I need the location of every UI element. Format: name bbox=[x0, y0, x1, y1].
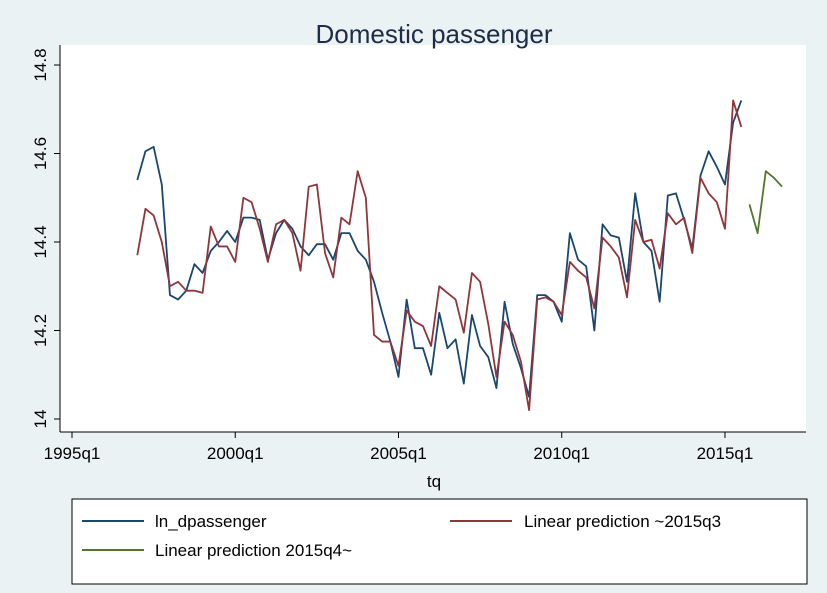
legend-label: ln_dpassenger bbox=[155, 512, 267, 531]
legend-label: Linear prediction ~2015q3 bbox=[524, 512, 721, 531]
y-tick-label: 14.4 bbox=[31, 225, 50, 258]
x-tick-label: 2000q1 bbox=[207, 444, 264, 463]
y-tick-label: 14.2 bbox=[31, 314, 50, 347]
legend: ln_dpassenger Linear prediction ~2015q3 Li… bbox=[82, 512, 721, 560]
y-tick-label: 14.8 bbox=[31, 48, 50, 81]
x-tick-label: 2015q1 bbox=[697, 444, 754, 463]
x-tick-label: 2010q1 bbox=[533, 444, 590, 463]
x-tick-label: 1995q1 bbox=[44, 444, 101, 463]
y-tick-label: 14.6 bbox=[31, 137, 50, 170]
y-axis-ticks: 14 14.2 14.4 14.6 14.8 bbox=[31, 48, 60, 428]
x-axis-ticks: 1995q1 2000q1 2005q1 2010q1 2015q1 bbox=[44, 432, 754, 463]
x-tick-label: 2005q1 bbox=[370, 444, 427, 463]
plot-area bbox=[60, 45, 806, 432]
legend-box bbox=[71, 498, 808, 585]
series-lines bbox=[136, 99, 783, 412]
chart-title: Domestic passenger bbox=[316, 19, 553, 49]
series-line-linear-prediction-2015q4 bbox=[748, 170, 783, 235]
y-tick-label: 14 bbox=[31, 410, 50, 429]
legend-label: Linear prediction 2015q4~ bbox=[155, 541, 352, 560]
x-axis-label: tq bbox=[427, 472, 441, 491]
series-line-linear-prediction-2015q3 bbox=[136, 99, 743, 412]
